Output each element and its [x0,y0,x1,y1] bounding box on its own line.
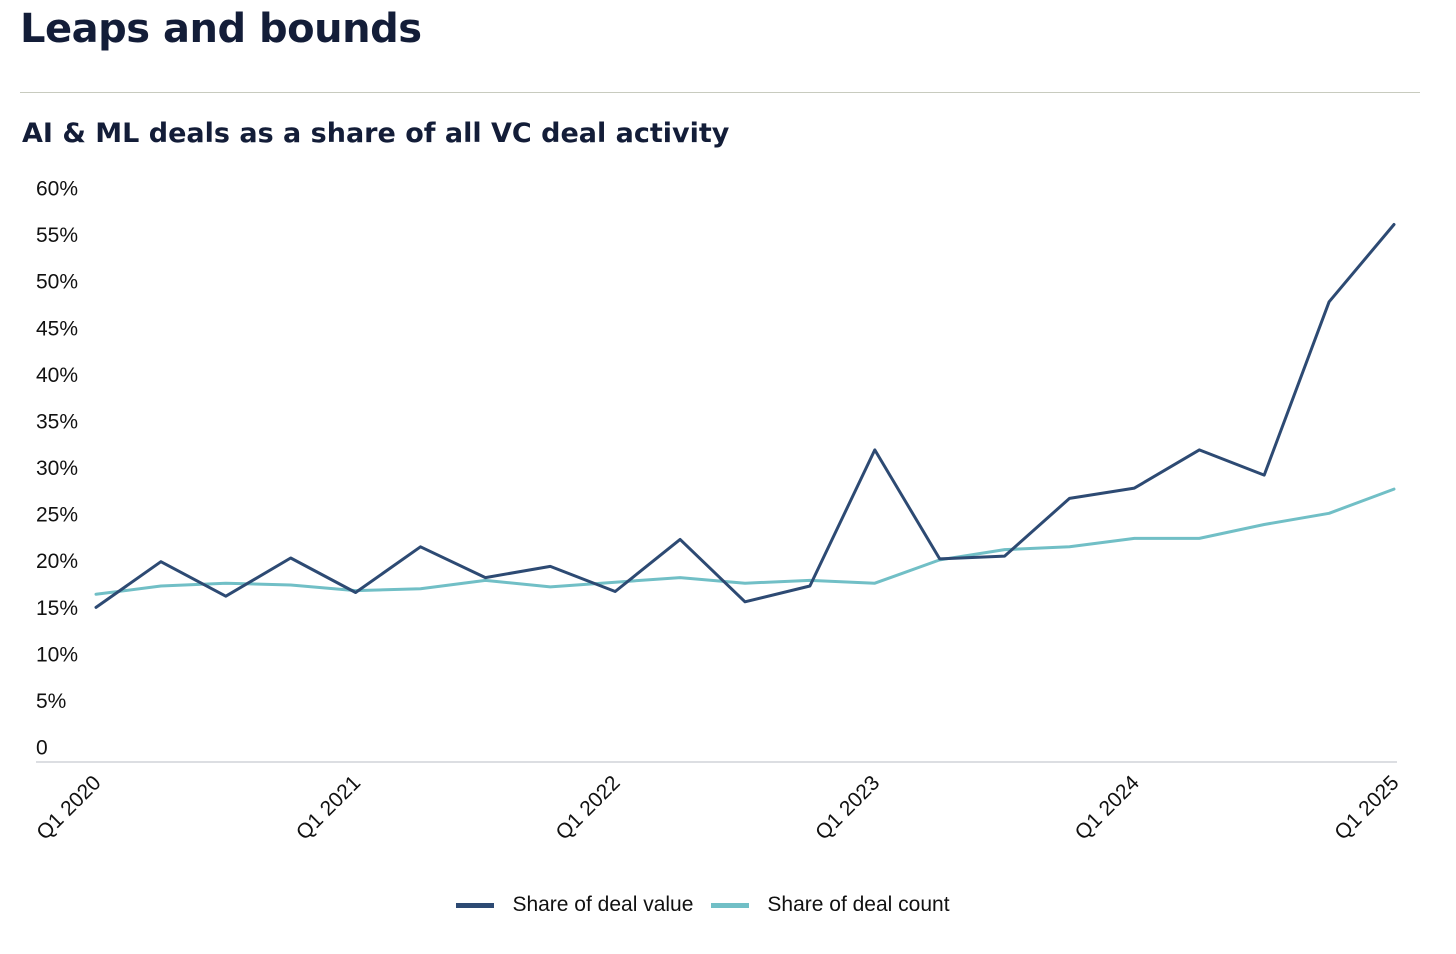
divider [20,92,1420,93]
page-title: Leaps and bounds [20,6,422,52]
series-line-deal-count [94,487,1396,596]
y-tick-label: 50% [36,271,78,294]
x-tick-label: Q1 2023 [811,771,884,844]
y-tick-label: 15% [36,597,78,620]
y-tick-label: 0 [36,737,48,760]
x-tick-label: Q1 2021 [292,771,365,844]
y-tick-label: 25% [36,504,78,527]
line-chart: 0 5% 10% 15% 20% 25% 30% 35% 40% 45% 50% 55% 60% Q1 … [32,178,1403,845]
y-tick-label: 35% [36,410,78,433]
y-tick-label: 40% [36,364,78,387]
legend-label-deal-value: Share of deal value [512,893,694,916]
legend-item-deal-count: Share of deal count [711,893,950,917]
series-line-deal-value [94,223,1396,609]
y-axis: 0 5% 10% 15% 20% 25% 30% 35% 40% 45% 50% 55% 60% [36,178,78,760]
y-tick-label: 60% [36,178,78,201]
x-tick-label: Q1 2020 [32,771,105,844]
y-tick-label: 20% [36,550,78,573]
y-tick-label: 55% [36,224,78,247]
x-tick-label: Q1 2022 [551,771,624,844]
x-axis: Q1 2020 Q1 2021 Q1 2022 Q1 2023 Q1 2024 Q1 20… [32,771,1403,844]
y-tick-label: 30% [36,457,78,480]
y-tick-label: 10% [36,643,78,666]
y-tick-label: 45% [36,317,78,340]
legend-swatch-deal-value [456,902,495,908]
legend-label-deal-count: Share of deal count [767,893,950,916]
x-tick-label: Q1 2025 [1330,771,1403,844]
y-tick-label: 5% [36,690,66,713]
x-tick-label: Q1 2024 [1071,771,1144,844]
legend-swatch-deal-count [711,902,750,908]
series-lines [94,223,1396,609]
chart-title: AI & ML deals as a share of all VC deal … [22,118,730,149]
legend: Share of deal value Share of deal count [0,893,1406,917]
legend-item-deal-value: Share of deal value [456,893,693,917]
